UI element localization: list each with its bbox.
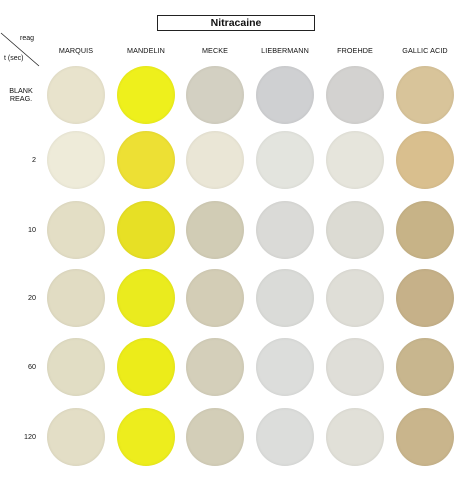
column-header-mecke: MECKE: [201, 46, 229, 55]
reaction-well: [256, 269, 314, 327]
row-label-line: 2: [32, 154, 36, 164]
reaction-well: [256, 131, 314, 189]
reaction-well: [326, 338, 384, 396]
row-label-line: REAG.: [9, 93, 33, 103]
row-label-line: 20: [28, 292, 36, 302]
reaction-well: [117, 201, 175, 259]
reaction-well: [117, 408, 175, 466]
reaction-well: [396, 201, 454, 259]
row-label-time: BLANK REAG.: [4, 85, 38, 104]
reaction-well: [326, 201, 384, 259]
reaction-well: [256, 201, 314, 259]
reaction-well: [186, 408, 244, 466]
reaction-well: [186, 338, 244, 396]
column-header-marquis: MARQUIS: [58, 46, 94, 55]
reaction-well: [47, 338, 105, 396]
row-label-time: 20: [4, 292, 36, 302]
reaction-well: [117, 131, 175, 189]
page-title: Nitracaine: [157, 15, 315, 31]
reaction-well: [396, 408, 454, 466]
column-header-liebermann: LIEBERMANN: [261, 46, 309, 55]
row-label-line: 10: [28, 224, 36, 234]
row-label-line: 60: [28, 361, 36, 371]
reaction-well: [186, 201, 244, 259]
row-label-line: 120: [24, 431, 36, 441]
reaction-well: [326, 66, 384, 124]
reaction-well: [326, 408, 384, 466]
reaction-well: [186, 66, 244, 124]
row-label-time: 60: [4, 361, 36, 371]
row-label-time: 2: [4, 154, 36, 164]
column-header-froehde: FROEHDE: [337, 46, 373, 55]
reaction-well: [117, 269, 175, 327]
reagent-axis-label: reag: [20, 35, 35, 42]
reaction-well: [186, 269, 244, 327]
reaction-well: [47, 201, 105, 259]
reaction-well: [396, 66, 454, 124]
column-header-mandelin: MANDELIN: [127, 46, 165, 55]
reaction-well: [326, 131, 384, 189]
reaction-well: [256, 338, 314, 396]
reaction-well: [326, 269, 384, 327]
reaction-well: [186, 131, 244, 189]
reaction-well: [117, 66, 175, 124]
corner-divider-line: [0, 32, 40, 67]
reaction-well: [47, 408, 105, 466]
reaction-well: [396, 338, 454, 396]
reaction-well: [47, 131, 105, 189]
row-label-time: 10: [4, 224, 36, 234]
reaction-well: [396, 269, 454, 327]
table-corner-header: reag t (sec): [0, 32, 40, 68]
reaction-well: [47, 269, 105, 327]
reaction-well: [256, 66, 314, 124]
reaction-well: [256, 408, 314, 466]
column-header-gallic-acid: GALLIC ACID: [402, 46, 448, 55]
reaction-well: [117, 338, 175, 396]
reaction-well: [396, 131, 454, 189]
row-label-time: 120: [4, 431, 36, 441]
reaction-well: [47, 66, 105, 124]
time-axis-label: t (sec): [4, 55, 24, 62]
row-label-line: BLANK: [9, 85, 33, 95]
